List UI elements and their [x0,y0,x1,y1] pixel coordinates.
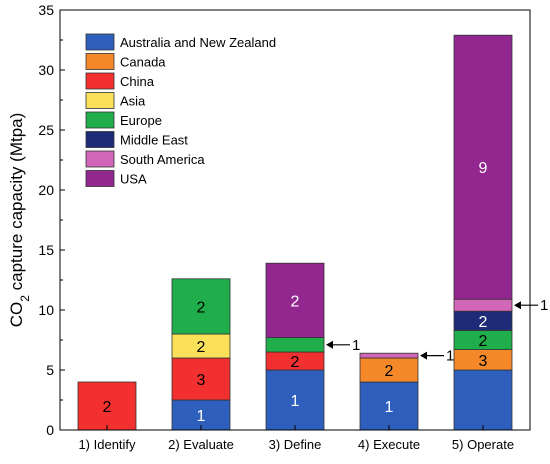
x-tick-label: 1) Identify [78,437,136,452]
y-tick-label: 30 [38,62,54,78]
x-tick-label: 3) Define [269,437,322,452]
bar-label: 2 [291,354,300,371]
annotation-label: 1 [446,348,454,365]
bar-segment-5-south-america [453,298,513,312]
y-axis-title: CO2 capture capacity (Mtpa) [7,113,32,328]
legend-label: Middle East [120,133,188,148]
legend-swatch [85,150,115,168]
legend: Australia and New Zealand Canada China Asia… [85,33,276,187]
y-tick-label: 15 [38,242,54,258]
legend-label: South America [120,152,205,167]
legend-label: Asia [120,94,146,109]
legend-swatch [85,111,115,129]
bar-segment-5-australia-and-new-zealand [453,369,513,431]
bar-label: 2 [479,333,488,350]
y-tick-label: 0 [46,422,54,438]
legend-swatch [85,53,115,70]
axes-layer: 0 5 10 15 20 25 30 35 1) Identify 2) Evaluate 3) D… [38,2,531,452]
bar-label: 1 [197,408,206,425]
legend-swatch [85,131,115,148]
bar-label: 2 [291,293,300,310]
y-tick-label: 20 [38,182,54,198]
bar-label: 2 [103,399,112,416]
bar-segment-5-usa [453,34,513,300]
bar-label: 2 [385,363,394,380]
annotation-label: 1 [352,337,360,354]
legend-label: USA [120,172,147,187]
bar-segment-2-asia [171,333,231,359]
bar-segment-3-australia-and-new-zealand [265,369,325,431]
legend-label: Europe [120,113,162,128]
bar-label: 2 [197,299,206,316]
bar-label: 3 [197,372,206,389]
bar-segment-4-south-america [359,352,419,359]
legend-label: Canada [120,55,166,70]
legend-label: China [120,74,155,89]
bar-label: 2 [479,314,488,331]
bar-label: 1 [385,399,394,416]
legend-swatch [85,33,115,51]
bar-segment-4-canada [359,357,419,383]
x-tick-label: 4) Execute [358,437,420,452]
legend-label: Australia and New Zealand [120,35,276,50]
x-tick-label: 2) Evaluate [168,437,234,452]
bar-label: 3 [479,353,488,370]
bar-segment-2-europe [171,278,231,335]
y-tick-label: 25 [38,122,54,138]
annotations-layer: 1 1 1 [326,297,548,365]
bar-label: 2 [197,339,206,356]
legend-swatch [85,92,115,109]
bar-label: 1 [291,393,300,410]
y-tick-label: 35 [38,2,54,18]
y-tick-label: 10 [38,302,54,318]
bar-segment-1-china [77,381,137,431]
annotation-arrow-head [326,340,333,349]
bars-layer: 2 1 3 2 2 1 2 2 1 2 3 2 2 9 [77,34,513,431]
annotation-arrow-head [514,301,521,310]
bar-segment-3-europe [265,337,325,353]
x-tick-label: 5) Operate [452,437,514,452]
y-tick-label: 5 [46,362,54,378]
annotation-arrow-head [420,351,427,360]
bar-label: 9 [479,160,488,177]
bar-segment-4-australia-and-new-zealand [359,381,419,431]
bar-segment-2-china [171,357,231,401]
legend-swatch [85,170,115,187]
annotation-label: 1 [540,297,548,314]
bar-segment-3-usa [265,262,325,339]
legend-swatch [85,72,115,90]
